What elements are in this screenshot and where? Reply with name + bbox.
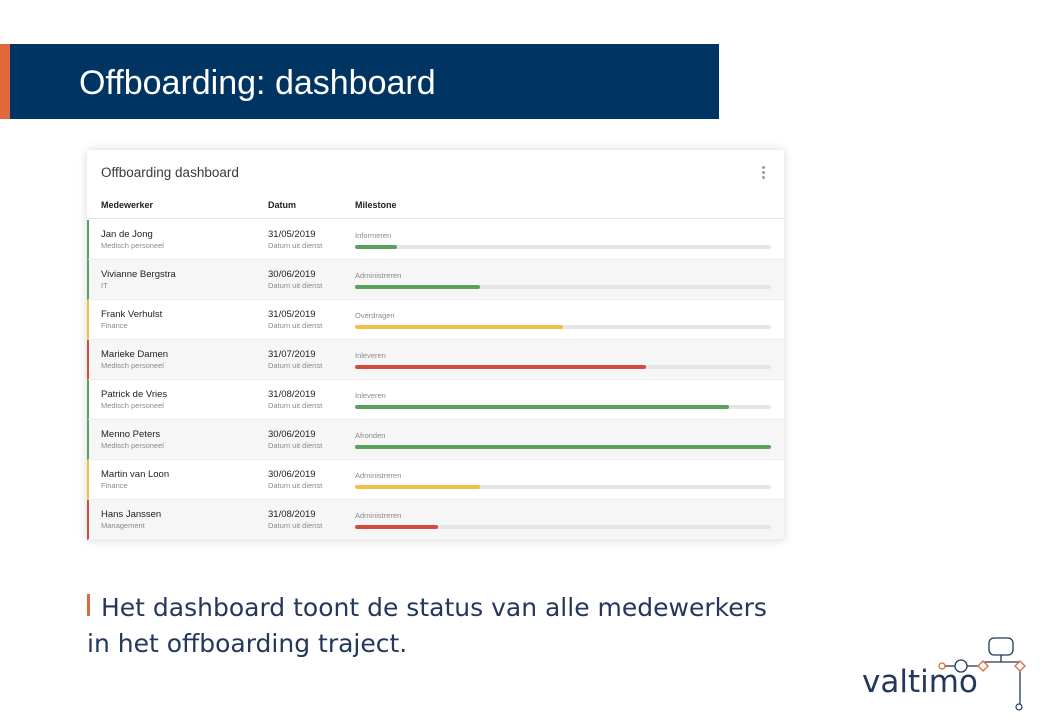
exit-date: 31/08/2019 — [268, 389, 316, 400]
employee-department: Management — [101, 521, 145, 530]
exit-date-label: Datum uit dienst — [268, 241, 323, 250]
employee-list: Jan de Jong Medisch personeel 31/05/2019… — [87, 220, 784, 540]
column-header-milestone[interactable]: Milestone — [355, 200, 397, 210]
employee-name: Jan de Jong — [101, 229, 153, 240]
exit-date-label: Datum uit dienst — [268, 401, 323, 410]
employee-department: Medisch personeel — [101, 401, 164, 410]
caption-line-2: in het offboarding traject. — [87, 629, 408, 658]
table-row[interactable]: Vivianne Bergstra IT 30/06/2019 Datum ui… — [87, 260, 784, 300]
milestone-progress-fill — [355, 285, 480, 289]
table-row[interactable]: Marieke Damen Medisch personeel 31/07/20… — [87, 340, 784, 380]
more-options-icon[interactable] — [762, 166, 766, 180]
exit-date-label: Datum uit dienst — [268, 361, 323, 370]
exit-date-label: Datum uit dienst — [268, 441, 323, 450]
column-header-date[interactable]: Datum — [268, 200, 297, 210]
milestone-progress-fill — [355, 325, 563, 329]
employee-name: Frank Verhulst — [101, 309, 163, 320]
table-row[interactable]: Martin van Loon Finance 30/06/2019 Datum… — [87, 460, 784, 500]
milestone-progress-fill — [355, 525, 439, 529]
caption-line-1: Het dashboard toont de status van alle m… — [101, 593, 767, 622]
milestone-progress-track — [355, 245, 771, 249]
milestone-progress-track — [355, 285, 771, 289]
table-row[interactable]: Frank Verhulst Finance 31/05/2019 Datum … — [87, 300, 784, 340]
milestone-progress-fill — [355, 365, 647, 369]
milestone-progress-track — [355, 485, 771, 489]
milestone-progress-track — [355, 525, 771, 529]
milestone-progress-track — [355, 405, 771, 409]
card-title: Offboarding dashboard — [101, 165, 239, 180]
employee-department: Finance — [101, 481, 128, 490]
employee-name: Patrick de Vries — [101, 389, 168, 400]
title-bar: Offboarding: dashboard — [10, 44, 719, 119]
header-divider — [87, 218, 784, 219]
table-row[interactable]: Menno Peters Medisch personeel 30/06/201… — [87, 420, 784, 460]
exit-date: 31/05/2019 — [268, 309, 316, 320]
employee-name: Menno Peters — [101, 429, 161, 440]
exit-date: 31/05/2019 — [268, 229, 316, 240]
milestone-progress-fill — [355, 485, 480, 489]
exit-date-label: Datum uit dienst — [268, 481, 323, 490]
milestone-label: Inleveren — [355, 351, 386, 360]
employee-name: Marieke Damen — [101, 349, 169, 360]
employee-name: Hans Janssen — [101, 509, 162, 520]
milestone-progress-track — [355, 325, 771, 329]
employee-name: Martin van Loon — [101, 469, 170, 480]
exit-date: 30/06/2019 — [268, 269, 316, 280]
exit-date: 31/07/2019 — [268, 349, 316, 360]
exit-date: 30/06/2019 — [268, 429, 316, 440]
milestone-label: Afronden — [355, 431, 386, 440]
process-flow-icon — [938, 637, 1026, 711]
logo-wordmark: valtimo — [862, 664, 978, 700]
milestone-label: Inleveren — [355, 391, 386, 400]
milestone-label: Informeren — [355, 231, 392, 240]
milestone-label: Administreren — [355, 471, 402, 480]
milestone-label: Administreren — [355, 511, 402, 520]
exit-date-label: Datum uit dienst — [268, 521, 323, 530]
exit-date-label: Datum uit dienst — [268, 321, 323, 330]
exit-date: 30/06/2019 — [268, 469, 316, 480]
exit-date-label: Datum uit dienst — [268, 281, 323, 290]
milestone-progress-fill — [355, 445, 771, 449]
milestone-progress-fill — [355, 405, 730, 409]
milestone-progress-track — [355, 445, 771, 449]
column-header-employee[interactable]: Medewerker — [101, 200, 154, 210]
slide-title: Offboarding: dashboard — [79, 64, 436, 102]
milestone-label: Administreren — [355, 271, 402, 280]
employee-department: Finance — [101, 321, 128, 330]
milestone-progress-track — [355, 365, 771, 369]
employee-department: Medisch personeel — [101, 441, 164, 450]
employee-name: Vivianne Bergstra — [101, 269, 176, 280]
caption: Het dashboard toont de status van alle m… — [87, 590, 827, 662]
employee-department: Medisch personeel — [101, 241, 164, 250]
caption-accent — [87, 594, 90, 616]
milestone-progress-fill — [355, 245, 397, 249]
employee-department: Medisch personeel — [101, 361, 164, 370]
table-row[interactable]: Patrick de Vries Medisch personeel 31/08… — [87, 380, 784, 420]
table-row[interactable]: Jan de Jong Medisch personeel 31/05/2019… — [87, 220, 784, 260]
exit-date: 31/08/2019 — [268, 509, 316, 520]
dashboard-card: Offboarding dashboard Medewerker Datum M… — [87, 150, 784, 540]
employee-department: IT — [101, 281, 108, 290]
title-accent-bar — [0, 44, 10, 119]
table-row[interactable]: Hans Janssen Management 31/08/2019 Datum… — [87, 500, 784, 540]
milestone-label: Overdragen — [355, 311, 395, 320]
valtimo-logo: valtimo — [858, 634, 1028, 714]
